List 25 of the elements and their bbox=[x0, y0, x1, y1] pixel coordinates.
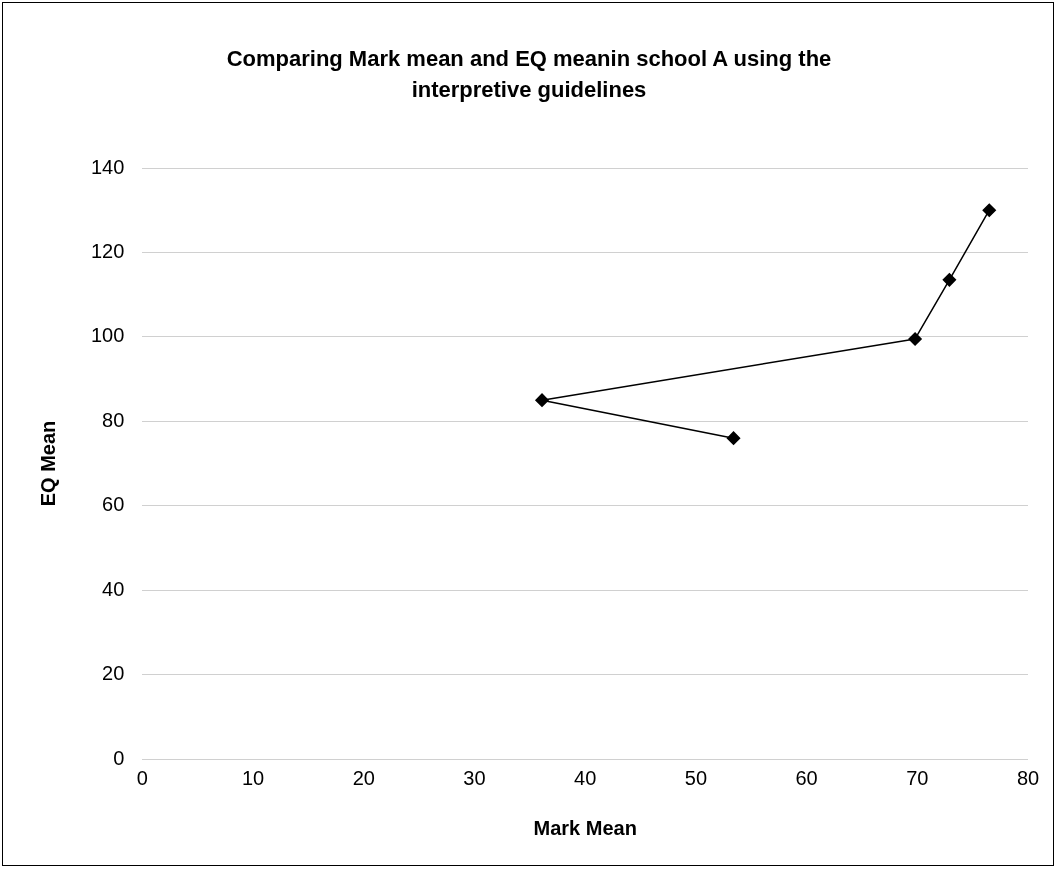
chart-title: Comparing Mark mean and EQ meanin school A using the interpretive guidelines bbox=[225, 45, 833, 104]
point bbox=[726, 431, 741, 445]
y-axis-title: EQ Mean bbox=[36, 420, 59, 507]
y-tick-label: 120 bbox=[90, 239, 125, 262]
x-tick-label: 30 bbox=[463, 766, 486, 789]
x-tick-label: 10 bbox=[241, 766, 265, 789]
x-tick-label: 50 bbox=[684, 766, 708, 789]
y-tick-label: 20 bbox=[102, 662, 125, 685]
y-tick-label: 40 bbox=[102, 577, 125, 600]
y-tick-label: 80 bbox=[102, 408, 125, 431]
x-axis-title: Mark Mean bbox=[533, 816, 637, 839]
y-tick-label: 100 bbox=[90, 324, 125, 347]
y-tick-label: 0 bbox=[113, 746, 125, 769]
x-tick-label: 20 bbox=[352, 766, 375, 789]
point bbox=[982, 203, 996, 217]
y-tick-label: 60 bbox=[102, 493, 125, 516]
point bbox=[942, 273, 957, 287]
point bbox=[535, 393, 549, 407]
x-tick-label: 0 bbox=[136, 766, 148, 789]
x-tick-label: 40 bbox=[574, 766, 597, 789]
point bbox=[908, 332, 922, 346]
y-tick-label: 140 bbox=[90, 155, 125, 178]
x-tick-label: 80 bbox=[1016, 766, 1040, 789]
x-tick-label: 70 bbox=[906, 766, 929, 789]
x-tick-label: 60 bbox=[795, 766, 818, 789]
